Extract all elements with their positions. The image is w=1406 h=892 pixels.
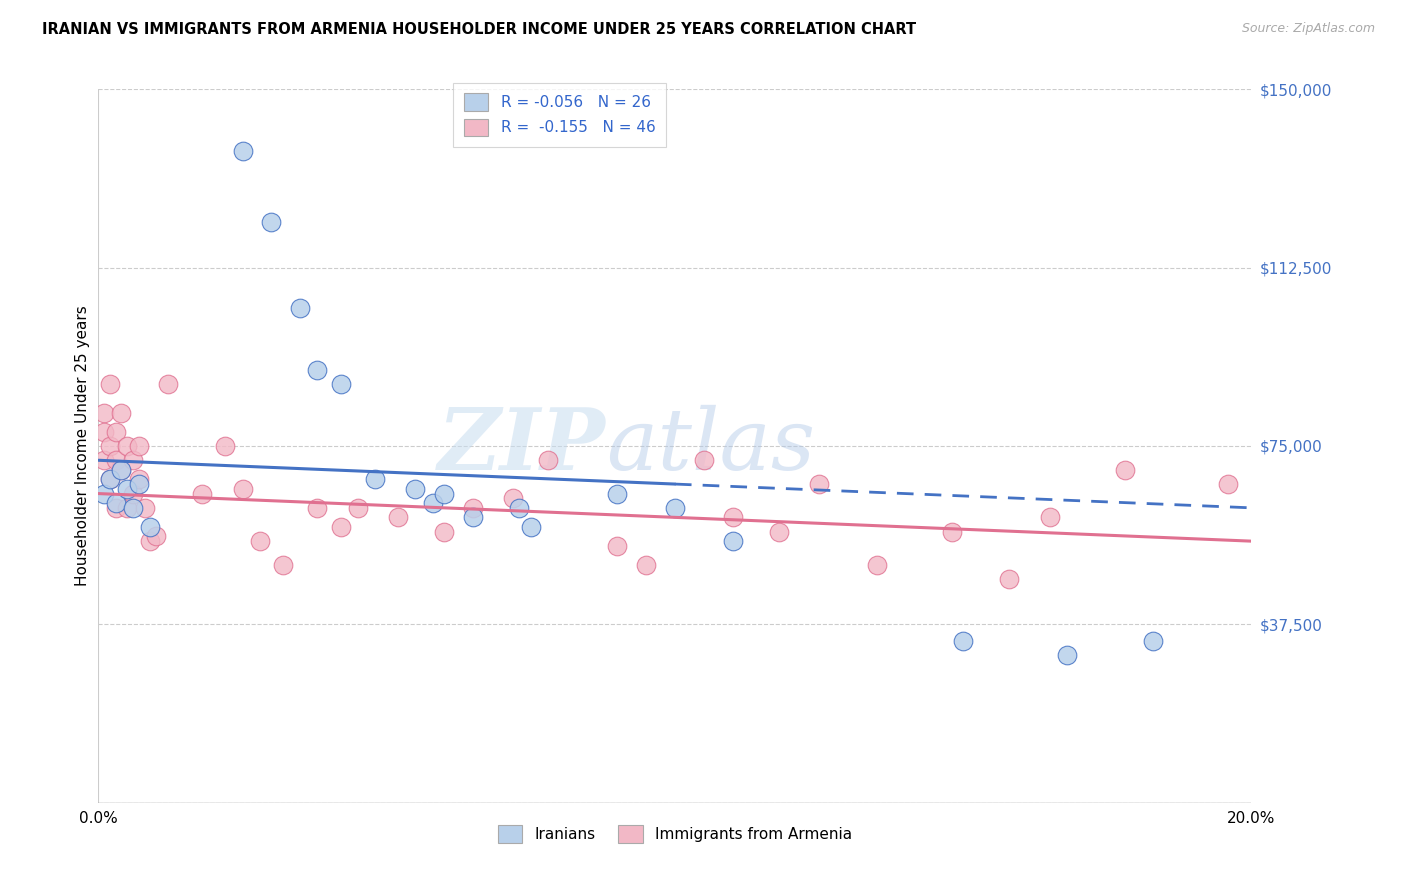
Point — [387, 510, 409, 524]
Point — [998, 572, 1021, 586]
Point — [636, 558, 658, 572]
Point — [329, 520, 352, 534]
Point — [329, 377, 352, 392]
Point — [139, 534, 162, 549]
Point — [104, 425, 127, 439]
Text: ZIP: ZIP — [437, 404, 606, 488]
Point — [502, 491, 524, 506]
Point — [808, 477, 831, 491]
Point — [128, 439, 150, 453]
Legend: Iranians, Immigrants from Armenia: Iranians, Immigrants from Armenia — [492, 819, 858, 848]
Point — [191, 486, 214, 500]
Point — [307, 363, 329, 377]
Point — [145, 529, 167, 543]
Point — [98, 377, 121, 392]
Point — [346, 500, 368, 515]
Point — [693, 453, 716, 467]
Point — [364, 472, 387, 486]
Point — [1039, 510, 1062, 524]
Point — [104, 496, 127, 510]
Point — [1114, 463, 1136, 477]
Point — [537, 453, 560, 467]
Point — [405, 482, 427, 496]
Point — [110, 463, 132, 477]
Point — [104, 453, 127, 467]
Point — [93, 453, 115, 467]
Point — [122, 500, 145, 515]
Point — [1218, 477, 1240, 491]
Point — [721, 510, 744, 524]
Point — [508, 500, 530, 515]
Point — [117, 500, 139, 515]
Point — [93, 425, 115, 439]
Point — [606, 539, 628, 553]
Text: Source: ZipAtlas.com: Source: ZipAtlas.com — [1241, 22, 1375, 36]
Point — [520, 520, 543, 534]
Text: IRANIAN VS IMMIGRANTS FROM ARMENIA HOUSEHOLDER INCOME UNDER 25 YEARS CORRELATION: IRANIAN VS IMMIGRANTS FROM ARMENIA HOUSE… — [42, 22, 917, 37]
Point — [104, 500, 127, 515]
Point — [122, 486, 145, 500]
Point — [422, 496, 444, 510]
Point — [134, 500, 156, 515]
Point — [249, 534, 271, 549]
Text: atlas: atlas — [606, 405, 815, 487]
Point — [214, 439, 236, 453]
Point — [128, 477, 150, 491]
Point — [98, 472, 121, 486]
Point — [93, 486, 115, 500]
Point — [1142, 634, 1164, 648]
Point — [110, 406, 132, 420]
Point — [721, 534, 744, 549]
Point — [461, 500, 484, 515]
Point — [941, 524, 963, 539]
Point — [461, 510, 484, 524]
Point — [952, 634, 974, 648]
Y-axis label: Householder Income Under 25 years: Householder Income Under 25 years — [75, 306, 90, 586]
Point — [433, 524, 456, 539]
Point — [98, 472, 121, 486]
Point — [231, 144, 254, 158]
Point — [117, 439, 139, 453]
Point — [93, 406, 115, 420]
Point — [98, 439, 121, 453]
Point — [290, 301, 312, 315]
Point — [128, 472, 150, 486]
Point — [110, 463, 132, 477]
Point — [156, 377, 179, 392]
Point — [139, 520, 162, 534]
Point — [117, 482, 139, 496]
Point — [664, 500, 686, 515]
Point — [866, 558, 889, 572]
Point — [606, 486, 628, 500]
Point — [307, 500, 329, 515]
Point — [433, 486, 456, 500]
Point — [1056, 648, 1078, 663]
Point — [768, 524, 790, 539]
Point — [271, 558, 294, 572]
Point — [231, 482, 254, 496]
Point — [260, 215, 283, 229]
Point — [122, 453, 145, 467]
